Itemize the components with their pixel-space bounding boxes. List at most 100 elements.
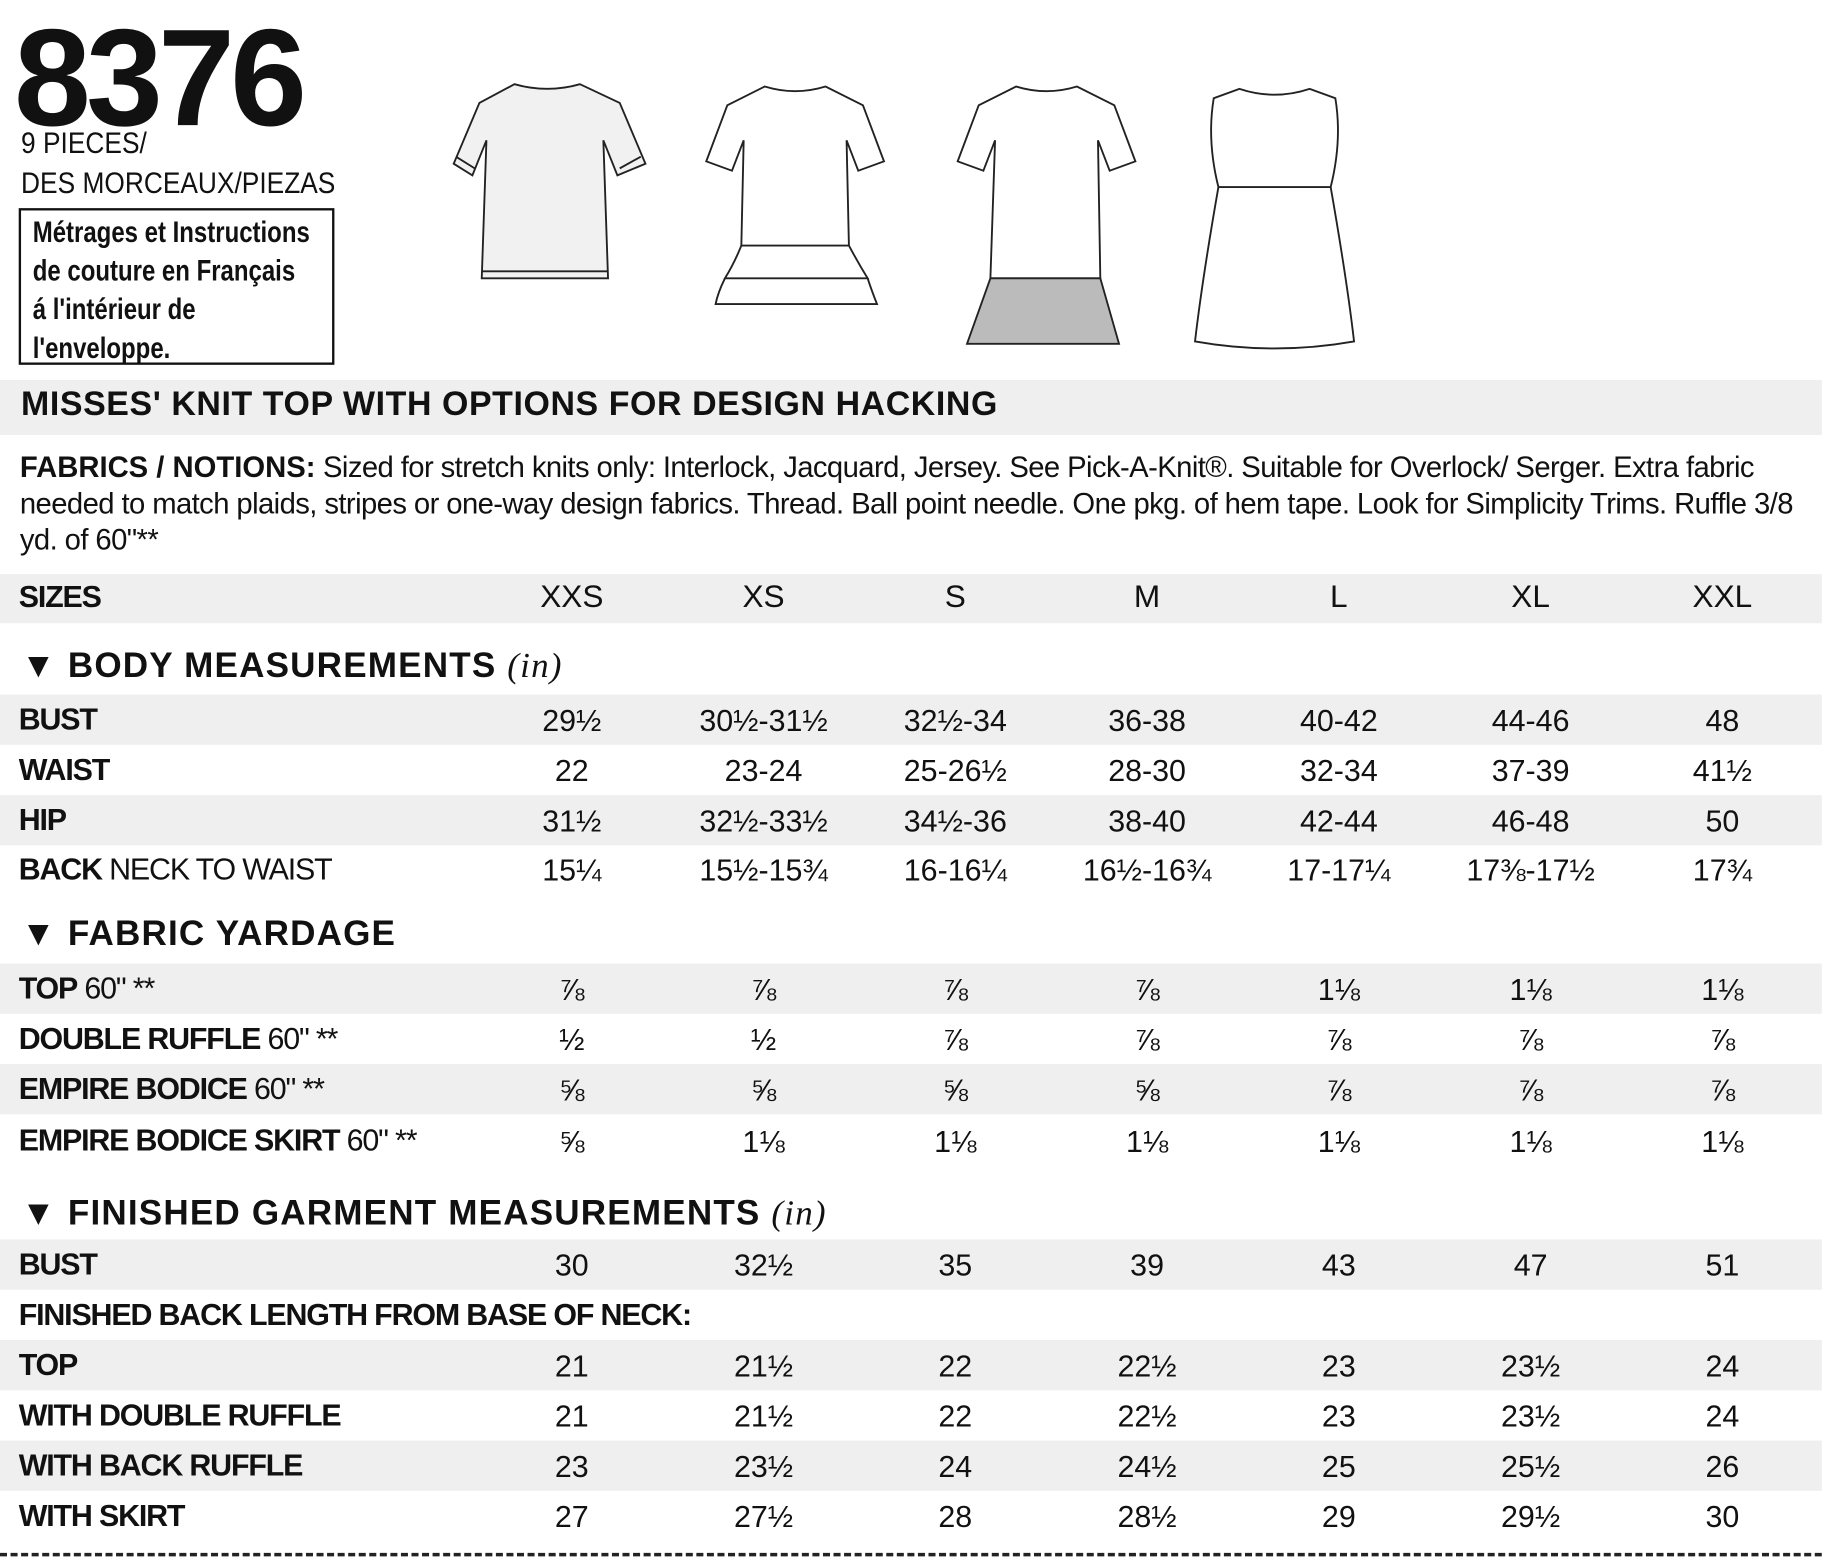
table-cell: 24	[938, 1448, 973, 1484]
row-label: HIP	[19, 802, 67, 838]
table-cell: 24	[1705, 1348, 1740, 1384]
row-band	[0, 795, 1822, 846]
table-cell: ⅝	[559, 1072, 585, 1108]
table-cell: 46-48	[1491, 803, 1570, 839]
section-title: ▼ FABRIC YARDAGE	[21, 914, 397, 953]
table-cell: 23-24	[724, 753, 803, 789]
table-cell: ⅞	[1709, 1072, 1736, 1108]
row-label: WITH SKIRT	[18, 1497, 186, 1534]
table-cell: 22	[554, 753, 589, 789]
table-cell: 42-44	[1299, 803, 1378, 839]
table-cell: 44-46	[1491, 702, 1570, 738]
table-cell: 23½	[733, 1448, 794, 1484]
pieces-count: 9 PIECES/	[21, 127, 147, 161]
table-cell: 50	[1705, 803, 1740, 839]
table-cell: 23	[1321, 1398, 1356, 1434]
note-line: de couture en Français	[32, 254, 296, 288]
table-cell: ⅝	[1134, 1072, 1160, 1108]
size-header: XXL	[1692, 578, 1753, 614]
table-cell: 38-40	[1108, 803, 1186, 839]
row-label-main: WITH BACK RUFFLE	[18, 1447, 304, 1483]
row-label-main: FINISHED BACK LENGTH FROM BASE OF NECK:	[18, 1296, 692, 1332]
sizes-label: SIZES	[18, 578, 102, 614]
row-label: FINISHED BACK LENGTH FROM BASE OF NECK:	[18, 1296, 692, 1333]
table-cell: 21½	[733, 1348, 794, 1384]
row-label-main: DOUBLE RUFFLE	[18, 1020, 262, 1056]
table-cell: 39	[1130, 1247, 1164, 1283]
size-header: XS	[742, 578, 785, 614]
row-label-suffix: 60" **	[77, 970, 155, 1006]
table-cell: 25-26½	[903, 753, 1007, 789]
row-label-main: WITH SKIRT	[18, 1497, 186, 1533]
table-cell: ⅞	[1709, 1021, 1736, 1058]
table-cell: 32-34	[1299, 753, 1378, 789]
table-cell: 1⅛	[1317, 971, 1360, 1007]
table-cell: 1⅛	[1125, 1123, 1169, 1159]
table-cell: 32½-34	[903, 702, 1007, 738]
table-cell: 35	[938, 1247, 973, 1283]
table-cell: 1⅛	[1509, 971, 1552, 1007]
table-cell: 29½	[1501, 1499, 1561, 1535]
section-header: ▼ BODY MEASUREMENTS (in)	[21, 647, 563, 687]
table-cell: 51	[1705, 1247, 1740, 1283]
table-cell: 1⅛	[1317, 1123, 1360, 1159]
table-cell: 27½	[733, 1499, 794, 1535]
unit-label: (in)	[507, 646, 563, 686]
table-cell: 21	[554, 1348, 589, 1384]
row-band	[0, 1064, 1822, 1115]
table-cell: 34½-36	[903, 803, 1007, 839]
size-header: S	[944, 578, 966, 614]
note-line: l'enveloppe.	[32, 332, 171, 365]
table-cell: ⅞	[1517, 1021, 1544, 1058]
row-label: EMPIRE BODICE SKIRT 60" **	[18, 1122, 418, 1159]
row-label-suffix: 60" **	[246, 1071, 325, 1107]
table-cell: 28-30	[1108, 753, 1186, 789]
row-band	[0, 963, 1822, 1014]
table-cell: ⅞	[559, 971, 585, 1007]
table-cell: 32½-33½	[699, 803, 828, 839]
section-title: ▼ BODY MEASUREMENTS	[21, 646, 497, 686]
row-band	[0, 1340, 1822, 1391]
row-label-main: WAIST	[18, 751, 111, 787]
pattern-title: MISSES' KNIT TOP WITH OPTIONS FOR DESIGN…	[21, 385, 998, 424]
row-band	[0, 694, 1822, 745]
table-cell: 43	[1321, 1247, 1356, 1283]
size-header: M	[1133, 578, 1161, 614]
title-bar	[0, 380, 1822, 435]
garment-illustrations	[452, 83, 1356, 350]
table-cell: ⅞	[1326, 1021, 1352, 1058]
table-cell: 15¼	[542, 852, 602, 888]
row-label: WITH BACK RUFFLE	[18, 1447, 304, 1484]
table-cell: 1⅛	[1701, 971, 1744, 1007]
cut-line	[0, 1552, 1822, 1557]
table-cell: 29	[1321, 1499, 1356, 1535]
table-cell: 15½-15¾	[699, 852, 828, 888]
table-cell: 21½	[733, 1398, 794, 1434]
table-cell: 1⅛	[934, 1123, 977, 1159]
row-label-main: BUST	[18, 1246, 98, 1282]
row-band	[0, 1239, 1822, 1290]
row-label: TOP 60" **	[19, 970, 156, 1007]
size-header: XXS	[540, 578, 604, 614]
french-instructions-note: Métrages et Instructions de couture en F…	[18, 208, 335, 365]
table-cell: 27	[554, 1499, 589, 1535]
table-cell: ½	[750, 1021, 777, 1058]
table-cell: 23	[1321, 1348, 1356, 1384]
row-label-main: BUST	[18, 701, 98, 737]
table-cell: 22½	[1117, 1398, 1177, 1434]
row-label-main: BACK	[18, 851, 103, 887]
table-cell: ⅞	[1134, 971, 1160, 1007]
sizes-band	[0, 574, 1822, 624]
table-cell: 21	[554, 1398, 589, 1434]
table-cell: 23½	[1501, 1398, 1561, 1434]
row-label: EMPIRE BODICE 60" **	[19, 1071, 325, 1107]
table-cell: 22½	[1117, 1348, 1177, 1384]
table-cell: 36-38	[1108, 702, 1186, 738]
table-cell: 30	[554, 1247, 589, 1283]
row-label-main: EMPIRE BODICE SKIRT	[18, 1122, 341, 1158]
size-header: XL	[1511, 578, 1550, 614]
empire-dress-illustration	[1193, 87, 1356, 350]
table-cell: 37-39	[1491, 753, 1570, 789]
table-cell: 25	[1321, 1448, 1356, 1484]
